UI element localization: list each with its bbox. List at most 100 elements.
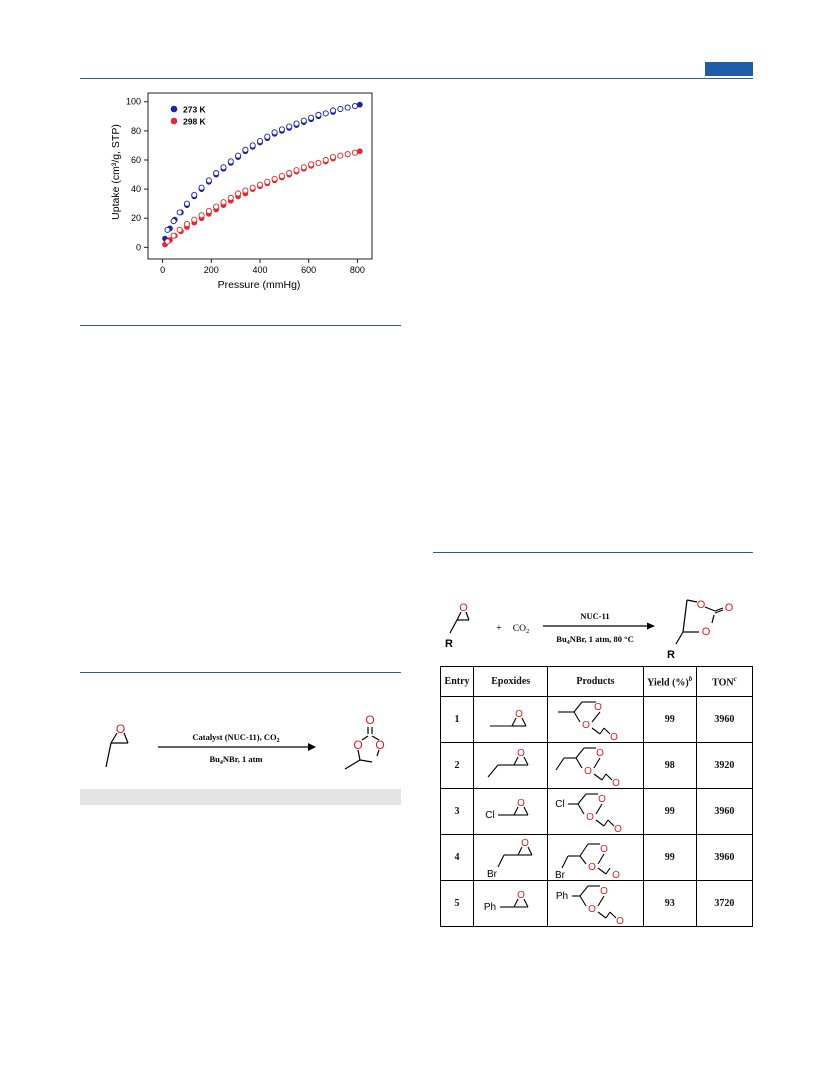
epoxide-structure: Cl O — [485, 798, 529, 821]
carbonate-structure: Cl O O O — [556, 792, 623, 834]
x-tick-label: 400 — [252, 265, 267, 275]
reaction-arrowhead — [308, 743, 316, 751]
svg-text:Ph: Ph — [556, 891, 568, 902]
svg-text:O: O — [601, 886, 609, 897]
y-tick-label: 0 — [136, 242, 141, 252]
epoxide-structure: O — [487, 748, 529, 777]
desorption-point — [242, 187, 249, 194]
epoxide-cell: Ph O — [473, 880, 549, 927]
svg-text:O: O — [587, 812, 595, 823]
oxygen-label: O — [697, 599, 706, 611]
desorption-point — [227, 158, 234, 165]
svg-text:O: O — [517, 798, 525, 809]
x-tick-label: 0 — [160, 265, 165, 275]
desorption-point — [213, 170, 220, 177]
epoxide-cell: O — [473, 696, 549, 743]
desorption-point — [198, 184, 205, 191]
epoxide-structure: O Br — [487, 838, 533, 879]
x-tick-label: 600 — [301, 265, 316, 275]
caption-bar — [80, 789, 401, 805]
substituent-r: R — [667, 649, 675, 660]
entry-cell: 3 — [439, 788, 475, 835]
svg-text:Br: Br — [555, 870, 566, 880]
y-tick-label: 80 — [131, 126, 141, 136]
carbonate-structure: O O O Br — [555, 842, 621, 880]
oxygen-label: O — [375, 738, 384, 752]
desorption-point — [256, 138, 264, 145]
header-ton: TONc — [695, 666, 754, 697]
propylene-carbonate — [344, 727, 380, 770]
svg-text:O: O — [611, 732, 619, 742]
scheme2-conditions-top: NUC-11 — [580, 611, 609, 621]
desorption-point — [176, 209, 183, 216]
desorption-point — [351, 149, 359, 156]
entry-cell: 4 — [439, 834, 475, 881]
section-rule-2 — [80, 672, 401, 673]
svg-text:O: O — [517, 890, 525, 901]
yield-cell: 99 — [642, 788, 697, 835]
desorption-point — [205, 177, 212, 184]
epoxide-cell: O — [473, 742, 549, 789]
yield-cell: 99 — [642, 696, 697, 743]
svg-text:O: O — [589, 862, 597, 873]
desorption-point — [300, 164, 307, 171]
desorption-point — [278, 126, 285, 133]
scheme2-conditions-bottom: Bu4NBr, 1 atm, 80 °C — [556, 634, 633, 646]
epoxide-cell: Cl O — [473, 788, 549, 835]
desorption-point — [227, 194, 234, 201]
product-cell: Ph O O O — [547, 880, 644, 927]
svg-text:O: O — [597, 748, 605, 759]
svg-text:Ph: Ph — [484, 902, 496, 913]
reaction-scheme-2: O R + CO2 NUC-11 Bu4NBr, 1 atm, 80 °C O … — [445, 599, 734, 660]
svg-text:Br: Br — [487, 869, 498, 879]
svg-text:O: O — [615, 824, 623, 834]
desorption-point — [220, 164, 227, 171]
oxygen-label: O — [353, 738, 362, 752]
desorption-point — [308, 114, 315, 121]
carbonate-structure: O O O — [556, 746, 621, 788]
carbonate-structure: O O O — [558, 700, 619, 742]
desorption-point — [329, 154, 337, 161]
header-tab-block — [705, 62, 753, 76]
yield-cell: 93 — [642, 880, 697, 927]
desorption-point — [198, 212, 205, 219]
desorption-point — [213, 203, 220, 210]
desorption-point — [293, 120, 300, 127]
desorption-point — [271, 129, 278, 136]
svg-text:O: O — [613, 870, 621, 880]
desorption-point — [183, 221, 191, 228]
desorption-point — [170, 218, 177, 225]
desorption-point — [220, 199, 227, 206]
entry-cell: 1 — [439, 696, 475, 743]
desorption-point — [264, 178, 271, 185]
entry-cell: 5 — [439, 880, 475, 927]
desorption-point — [164, 226, 171, 233]
svg-text:O: O — [589, 904, 597, 915]
propylene-oxide — [105, 732, 129, 768]
scheme1-conditions-top: Catalyst (NUC-11), CO2 — [192, 732, 279, 744]
desorption-point — [337, 105, 344, 113]
desorption-point — [235, 152, 242, 159]
desorption-point — [191, 191, 198, 198]
desorption-point — [322, 156, 329, 164]
table-row: 3 Cl O Cl O O O 99 3960 — [439, 788, 754, 835]
plus-sign: + — [496, 623, 502, 634]
desorption-point — [286, 170, 293, 177]
desorption-point — [308, 161, 315, 168]
svg-text:O: O — [517, 748, 525, 759]
chart-xlabel: Pressure (mmHg) — [218, 279, 301, 291]
uptake-chart: 0 200 400 600 800 0 20 40 60 80 100 273 K 298 K Upta… — [110, 92, 373, 291]
desorption-point — [242, 146, 249, 153]
svg-text:Cl: Cl — [556, 799, 565, 810]
results-table: Entry Epoxides Products Yield (%)b TONc … — [439, 666, 754, 927]
desorption-point — [351, 103, 359, 110]
header-yield: Yield (%)b — [642, 666, 697, 697]
epoxide-generic — [449, 611, 470, 634]
carbonate-structure: Ph O O O — [556, 884, 625, 926]
product-cell: O O O — [547, 742, 644, 789]
table-row: 1 O O O O 99 3960 — [439, 696, 754, 743]
desorption-point — [300, 117, 307, 124]
desorption-point — [256, 181, 264, 188]
desorption-point — [337, 152, 344, 159]
desorption-point — [249, 184, 256, 191]
